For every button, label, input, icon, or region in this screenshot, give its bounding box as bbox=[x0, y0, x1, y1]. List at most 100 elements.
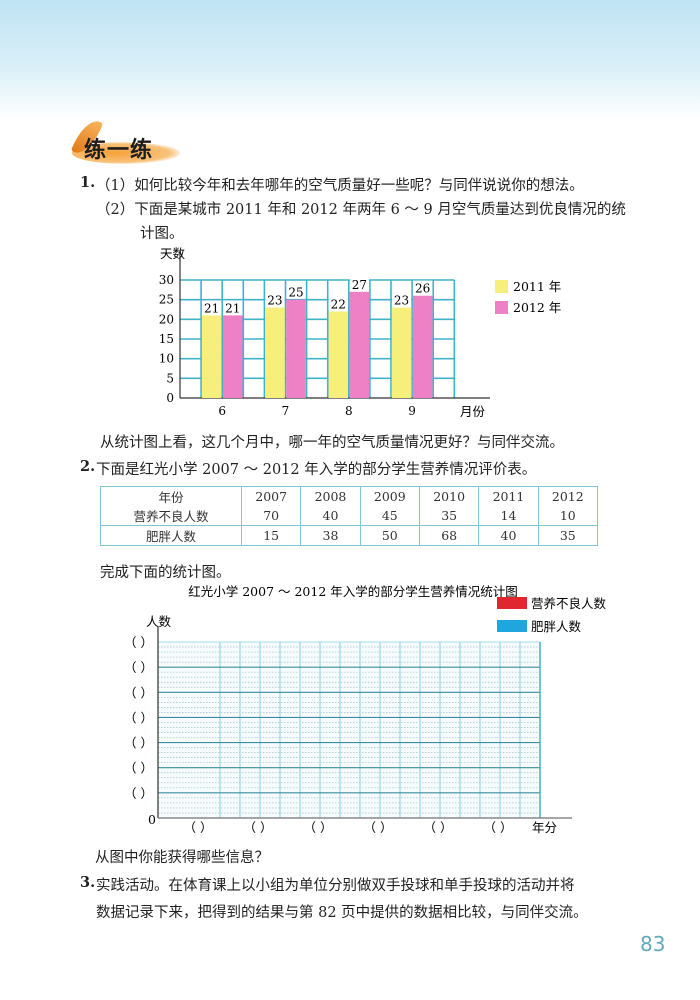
q2-number: 2. bbox=[80, 458, 96, 475]
table-cell: 营养不良人数 bbox=[133, 509, 209, 524]
table-cell: 35 bbox=[418, 506, 479, 526]
q1-part1: （1）如何比较今年和去年哪年的空气质量好一些呢？与同伴说说你的想法。 bbox=[96, 178, 584, 194]
data-label-background bbox=[328, 296, 348, 311]
table-header-cell: 2009 bbox=[359, 486, 420, 506]
header-swoosh-decoration bbox=[72, 142, 180, 164]
legend-label: 2012 年 bbox=[513, 300, 561, 315]
x-tick-placeholder: （ ） bbox=[424, 820, 453, 835]
chart-title: 红光小学 2007 ～ 2012 年入学的部分学生营养情况统计图 bbox=[188, 584, 518, 599]
table-cell: 70 bbox=[240, 506, 301, 526]
q3-line2: 数据记录下来，把得到的结果与第 82 页中提供的数据相比较，与同伴交流。 bbox=[96, 905, 588, 921]
x-tick-placeholder: （ ） bbox=[364, 820, 393, 835]
data-label-background bbox=[392, 292, 412, 307]
grid-background bbox=[158, 642, 540, 818]
data-label-background bbox=[202, 300, 222, 315]
data-label: 25 bbox=[288, 286, 303, 300]
y-tick-placeholder: （ ） bbox=[124, 710, 153, 725]
nutrition-table: 年份 2007 2008 2009 2010 2011 2012 营养不良人数 … bbox=[100, 486, 598, 546]
y-tick-label: 30 bbox=[159, 273, 174, 287]
bar-8-0 bbox=[328, 311, 348, 398]
table-cell: 35 bbox=[537, 525, 598, 546]
bar-6-0 bbox=[201, 315, 222, 398]
nutrition-blank-chart: 红光小学 2007 ～ 2012 年入学的部分学生营养情况统计图 人数 年分 0… bbox=[124, 584, 607, 835]
q3-line1: 实践活动。在体育课上以小组为单位分别做双手投球和单手投球的活动并将 bbox=[96, 878, 575, 894]
x-tick-placeholder: （ ） bbox=[484, 820, 513, 835]
y-tick-placeholder: （ ） bbox=[124, 786, 153, 801]
table-cell: 40 bbox=[300, 506, 361, 526]
y-tick-placeholder: （ ） bbox=[124, 736, 153, 751]
q3-number: 3. bbox=[80, 874, 96, 891]
data-label-background bbox=[223, 300, 243, 315]
x-axis-label: 年分 bbox=[532, 820, 557, 835]
y-tick-label: 0 bbox=[166, 391, 174, 405]
data-label-background bbox=[286, 284, 306, 299]
x-tick-label: 9 bbox=[408, 404, 416, 418]
table-header-row: 年份 2007 2008 2009 2010 2011 2012 bbox=[101, 486, 598, 506]
x-tick-placeholder: （ ） bbox=[304, 820, 333, 835]
y-tick-placeholder: （ ） bbox=[124, 635, 153, 650]
data-label: 23 bbox=[267, 294, 282, 308]
data-label: 21 bbox=[204, 301, 219, 315]
table-cell: 10 bbox=[537, 506, 598, 526]
table-header-cell: 2007 bbox=[240, 486, 301, 506]
bar-7-0 bbox=[265, 307, 285, 398]
q1-part2-line1: （2）下面是某城市 2011 年和 2012 年两年 6 ～ 9 月空气质量达到… bbox=[96, 202, 626, 218]
table-cell: 40 bbox=[478, 525, 539, 546]
table-cell: 68 bbox=[418, 525, 479, 546]
data-label: 22 bbox=[331, 297, 346, 311]
y-tick-label: 10 bbox=[159, 352, 174, 366]
table-header-cell: 2011 bbox=[478, 486, 539, 506]
y-tick-label: 25 bbox=[159, 293, 174, 307]
table-cell: 38 bbox=[300, 525, 361, 546]
table-cell: 14 bbox=[478, 506, 539, 526]
legend-label: 2011 年 bbox=[513, 279, 561, 294]
x-tick-placeholder: （ ） bbox=[184, 820, 213, 835]
table-cell: 45 bbox=[359, 506, 420, 526]
legend-swatch bbox=[497, 597, 527, 609]
x-axis-label: 月份 bbox=[460, 404, 486, 419]
y-tick-label: 20 bbox=[159, 312, 174, 326]
data-label: 23 bbox=[394, 294, 409, 308]
y-tick-placeholder: （ ） bbox=[124, 685, 153, 700]
table-header-cell: 年份 bbox=[158, 490, 184, 505]
legend-label: 肥胖人数 bbox=[531, 619, 582, 634]
data-label: 27 bbox=[352, 278, 367, 292]
x-tick-label: 7 bbox=[282, 404, 290, 418]
table-header-cell: 2012 bbox=[537, 486, 598, 506]
y-tick-label: 15 bbox=[159, 332, 174, 346]
legend-swatch bbox=[497, 620, 527, 632]
bar-9-0 bbox=[391, 307, 412, 398]
bar-9-1 bbox=[412, 295, 433, 398]
table-cell: 肥胖人数 bbox=[100, 525, 242, 546]
bar-8-1 bbox=[349, 291, 370, 398]
y-tick-placeholder: （ ） bbox=[124, 660, 153, 675]
legend-label: 营养不良人数 bbox=[531, 596, 607, 611]
y-origin-label: 0 bbox=[148, 812, 156, 827]
x-tick-placeholder: （ ） bbox=[244, 820, 273, 835]
y-tick-placeholder: （ ） bbox=[124, 761, 153, 776]
bar-7-1 bbox=[286, 299, 306, 398]
q2-question: 从图中你能获得哪些信息？ bbox=[95, 850, 269, 866]
data-label-background bbox=[349, 276, 369, 291]
table-row: 肥胖人数 15 38 50 68 40 35 bbox=[100, 525, 598, 546]
q1-part2-line2: 计图。 bbox=[140, 226, 184, 242]
legend-swatch bbox=[495, 301, 508, 314]
x-tick-label: 6 bbox=[218, 404, 226, 418]
y-axis-label: 天数 bbox=[160, 246, 186, 261]
data-label: 21 bbox=[225, 301, 240, 315]
y-axis-label: 人数 bbox=[146, 614, 172, 629]
page-number: 83 bbox=[640, 932, 666, 956]
bar-6-1 bbox=[223, 315, 243, 398]
table-header-cell: 2008 bbox=[300, 486, 361, 506]
q2-instruction: 完成下面的统计图。 bbox=[100, 565, 231, 581]
data-label: 26 bbox=[415, 282, 430, 296]
section-header: 练一练 bbox=[70, 115, 182, 166]
table-cell: 50 bbox=[359, 525, 420, 546]
table-row: 营养不良人数 70 40 45 35 14 10 bbox=[101, 506, 598, 526]
section-title: 练一练 bbox=[84, 138, 154, 163]
legend-swatch bbox=[495, 280, 508, 293]
table-header-cell: 2010 bbox=[418, 486, 479, 506]
x-tick-label: 8 bbox=[345, 404, 353, 418]
y-tick-label: 5 bbox=[166, 371, 174, 385]
